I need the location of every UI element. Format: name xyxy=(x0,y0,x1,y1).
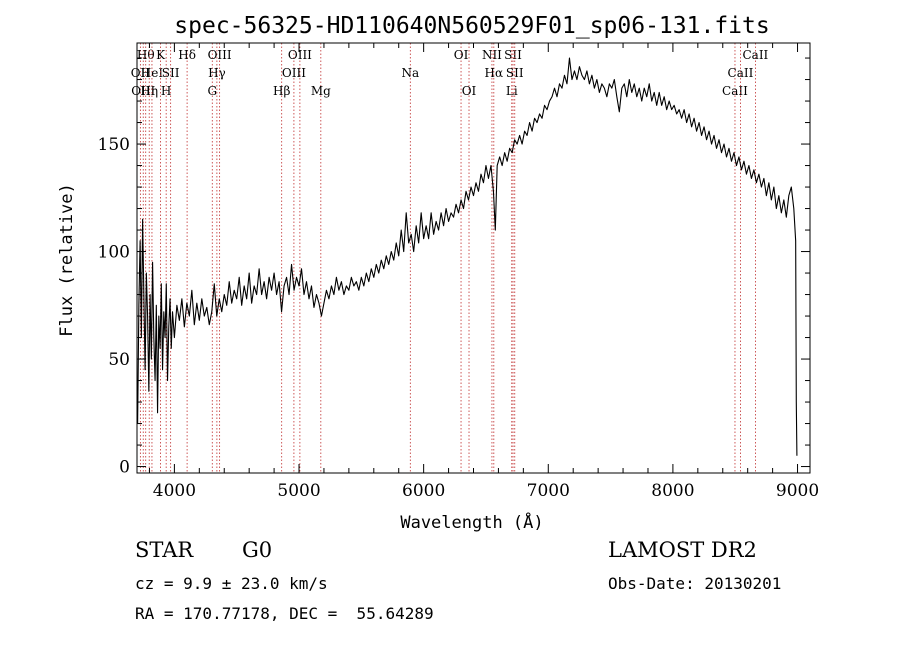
line-marker-label-24: CaII xyxy=(722,84,748,98)
line-marker-label-3: Hη xyxy=(140,84,158,98)
line-marker-label-11: OIII xyxy=(208,48,232,62)
x-tick-label-2: 6000 xyxy=(402,481,445,501)
line-marker-layer: OIIOIIIHθHηHeIKHSIIHδGHγOIIIHβOIIIOIIIMg… xyxy=(131,43,769,473)
line-marker-label-6: H xyxy=(161,84,171,98)
y-axis-title: Flux (relative) xyxy=(57,183,77,337)
line-marker-label-9: G xyxy=(207,84,217,98)
tick-layer: 4000 5000 6000 7000 8000 9000 0 50 100 150 xyxy=(98,43,819,501)
object-class: STAR xyxy=(135,538,194,562)
line-marker-label-23: SII xyxy=(506,66,524,80)
survey-name: LAMOST DR2 xyxy=(608,538,757,562)
series-layer xyxy=(137,57,798,456)
redshift-velocity: cz = 9.9 ± 23.0 km/s xyxy=(135,574,328,593)
line-marker-label-21: Li xyxy=(506,84,518,98)
x-tick-label-3: 7000 xyxy=(527,481,570,501)
line-marker-label-16: Na xyxy=(401,66,419,80)
plot-frame xyxy=(136,42,811,474)
line-marker-label-7: SII xyxy=(162,66,180,80)
line-marker-label-19: NII xyxy=(482,48,502,62)
x-tick-label-0: 4000 xyxy=(153,481,196,501)
spectrum-series-0 xyxy=(137,57,798,456)
y-tick-label-1: 50 xyxy=(108,350,130,370)
observation-date: Obs-Date: 20130201 xyxy=(608,574,782,593)
line-marker-label-26: CaII xyxy=(742,48,768,62)
x-tick-label-5: 9000 xyxy=(776,481,819,501)
line-marker-label-4: HeI xyxy=(141,66,164,80)
x-axis-title: Wavelength (Å) xyxy=(400,511,543,533)
line-marker-label-25: CaII xyxy=(728,66,754,80)
line-marker-label-22: SII xyxy=(504,48,522,62)
x-tick-label-4: 8000 xyxy=(651,481,694,501)
line-marker-label-5: K xyxy=(156,48,166,62)
line-marker-label-18: OI xyxy=(462,84,477,98)
line-marker-label-20: Hα xyxy=(485,66,504,80)
chart-title: spec-56325-HD110640N560529F01_sp06-131.f… xyxy=(174,13,769,39)
ra-dec-coordinates: RA = 170.77178, DEC = 55.64289 xyxy=(135,604,434,623)
y-tick-label-3: 150 xyxy=(98,135,130,155)
line-marker-label-10: Hγ xyxy=(208,66,226,80)
line-marker-label-17: OI xyxy=(454,48,469,62)
y-tick-label-2: 100 xyxy=(98,243,130,263)
x-tick-label-1: 5000 xyxy=(277,481,320,501)
object-subclass: G0 xyxy=(242,538,273,562)
line-marker-label-13: OIII xyxy=(282,66,306,80)
line-marker-label-0: OII xyxy=(131,66,151,80)
line-marker-label-8: Hδ xyxy=(178,48,196,62)
line-marker-label-15: Mg xyxy=(311,84,331,98)
line-marker-label-12: Hβ xyxy=(273,84,290,98)
line-marker-label-14: OIII xyxy=(288,48,312,62)
y-tick-label-0: 0 xyxy=(119,458,130,478)
